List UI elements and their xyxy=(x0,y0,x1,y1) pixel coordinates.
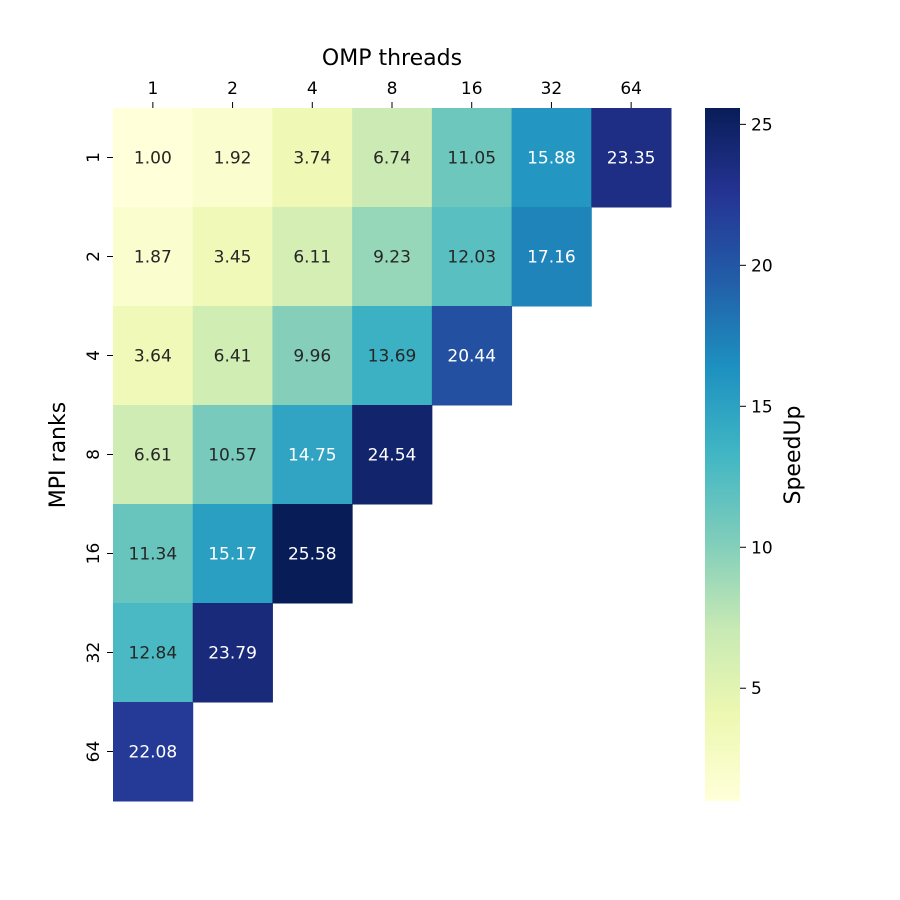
x-tick-label: 1 xyxy=(147,79,158,99)
y-tick-label: 8 xyxy=(84,449,104,460)
cell-value-label: 15.88 xyxy=(527,149,576,169)
cell-value-label: 22.08 xyxy=(129,743,178,763)
x-tick-label: 32 xyxy=(541,79,563,99)
cell-value-label: 12.03 xyxy=(447,248,496,268)
colorbar-tick-label: 25 xyxy=(751,115,773,135)
cell-value-label: 11.34 xyxy=(129,545,178,565)
cell-value-label: 1.00 xyxy=(134,149,172,169)
y-tick-label: 32 xyxy=(84,642,104,664)
heatmap-cell xyxy=(113,405,194,505)
cell-value-label: 3.74 xyxy=(293,149,331,169)
heatmap-cell xyxy=(272,108,353,208)
cell-value-label: 3.64 xyxy=(134,347,172,367)
heatmap-cell xyxy=(113,306,194,406)
cell-value-label: 13.69 xyxy=(368,347,417,367)
colorbar-tick-label: 10 xyxy=(751,538,773,558)
cell-value-label: 20.44 xyxy=(447,347,496,367)
colorbar xyxy=(705,108,740,801)
y-axis-label: MPI ranks xyxy=(46,402,71,508)
x-tick-label: 2 xyxy=(227,79,238,99)
x-tick-label: 16 xyxy=(461,79,483,99)
cell-value-label: 17.16 xyxy=(527,248,576,268)
cell-value-label: 6.61 xyxy=(134,446,172,466)
heatmap-cell xyxy=(113,207,194,307)
heatmap-cell xyxy=(431,306,513,406)
heatmap-cell xyxy=(192,603,273,703)
y-tick-label: 2 xyxy=(84,251,104,262)
x-axis-label: OMP threads xyxy=(322,46,462,71)
y-tick-label: 16 xyxy=(84,543,104,565)
heatmap-cell xyxy=(192,306,273,406)
cell-value-label: 25.58 xyxy=(288,545,337,565)
x-tick-label: 64 xyxy=(620,79,642,99)
cell-value-label: 14.75 xyxy=(288,446,337,466)
heatmap-cell xyxy=(352,405,433,505)
y-tick-label: 1 xyxy=(84,152,104,163)
heatmap-cell xyxy=(431,207,513,307)
colorbar-ticks: 5 10 15 20 25 xyxy=(740,115,773,699)
x-tick-label: 4 xyxy=(307,79,318,99)
y-tick-labels: 1 2 4 8 16 32 64 xyxy=(84,152,113,762)
cell-value-label: 12.84 xyxy=(129,644,178,664)
heatmap-cell xyxy=(352,207,433,307)
heatmap-cell xyxy=(352,108,433,208)
y-tick-label: 4 xyxy=(84,350,104,361)
heatmap-cell xyxy=(192,207,273,307)
heatmap-cell xyxy=(113,504,194,604)
colorbar-tick-label: 5 xyxy=(751,679,762,699)
y-tick-label: 64 xyxy=(84,741,104,763)
heatmap-cell xyxy=(272,504,353,604)
cell-value-label: 6.74 xyxy=(373,149,411,169)
heatmap-cell xyxy=(113,108,194,208)
heatmap-cell xyxy=(352,306,433,406)
heatmap-cell xyxy=(192,108,273,208)
cell-value-label: 1.87 xyxy=(134,248,172,268)
colorbar-label: SpeedUp xyxy=(781,405,806,504)
cell-value-label: 6.11 xyxy=(293,248,331,268)
heatmap-cell xyxy=(431,108,513,208)
heatmap-cell xyxy=(192,405,273,505)
cell-value-label: 9.23 xyxy=(373,248,411,268)
x-tick-label: 8 xyxy=(387,79,398,99)
cell-value-label: 11.05 xyxy=(447,149,496,169)
heatmap-cell xyxy=(511,108,592,208)
cell-value-label: 24.54 xyxy=(368,446,417,466)
cell-value-label: 23.35 xyxy=(607,149,656,169)
heatmap-cell xyxy=(272,405,353,505)
heatmap-cell xyxy=(272,306,353,406)
cell-value-label: 9.96 xyxy=(293,347,331,367)
cell-value-label: 23.79 xyxy=(208,644,257,664)
heatmap-cell xyxy=(511,207,592,307)
heatmap-cells: 1.00 1.92 3.74 6.74 11.05 15.88 23.35 1.87 3.45 6… xyxy=(113,108,672,802)
cell-value-label: 10.57 xyxy=(208,446,257,466)
heatmap-cell xyxy=(192,504,273,604)
cell-value-label: 1.92 xyxy=(214,149,252,169)
cell-value-label: 3.45 xyxy=(214,248,252,268)
heatmap-cell xyxy=(113,603,194,703)
x-tick-labels: 1 2 4 8 16 32 64 xyxy=(147,79,642,108)
cell-value-label: 6.41 xyxy=(214,347,252,367)
heatmap-cell xyxy=(272,207,353,307)
heatmap-cell xyxy=(591,108,672,208)
cell-value-label: 15.17 xyxy=(208,545,257,565)
colorbar-tick-label: 20 xyxy=(751,256,773,276)
heatmap-cell xyxy=(113,702,194,802)
colorbar-tick-label: 15 xyxy=(751,397,773,417)
